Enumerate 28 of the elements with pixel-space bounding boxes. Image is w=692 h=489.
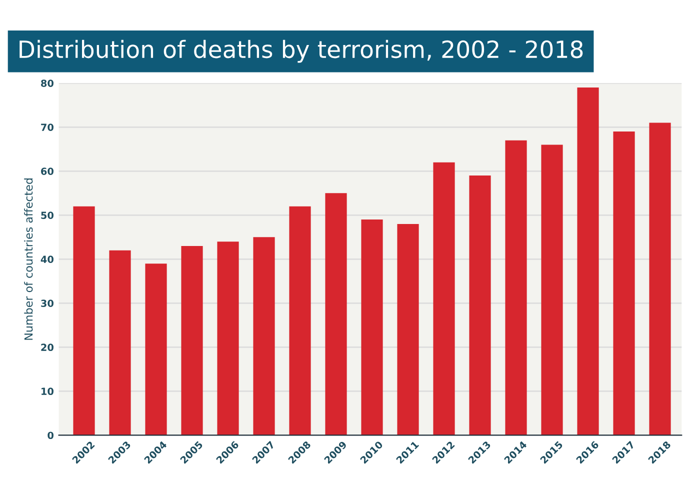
bar xyxy=(505,140,527,436)
y-tick-label: 10 xyxy=(42,388,54,396)
bar xyxy=(397,224,419,436)
bar xyxy=(181,246,203,436)
y-tick-label: 80 xyxy=(41,80,54,87)
bar xyxy=(433,162,455,436)
bar xyxy=(649,122,671,436)
bar xyxy=(541,144,563,436)
bar xyxy=(109,250,131,436)
bar xyxy=(613,132,635,436)
y-tick-label: 60 xyxy=(41,168,54,175)
bar xyxy=(577,88,599,436)
y-tick-label: 40 xyxy=(40,256,54,263)
y-axis-title: Number of countries affected xyxy=(24,178,33,340)
y-tick-label: 30 xyxy=(41,300,54,308)
bar xyxy=(253,237,275,436)
y-tick-label: 70 xyxy=(41,124,54,131)
y-tick-label: 0 xyxy=(48,432,54,440)
bar xyxy=(289,206,311,436)
bar xyxy=(469,176,491,436)
y-tick-label: 20 xyxy=(41,344,54,352)
bar xyxy=(217,242,239,436)
y-tick-label: 50 xyxy=(41,212,54,219)
bar xyxy=(145,264,167,436)
chart-title: Distribution of deaths by terrorism, 2002 - 2018 xyxy=(20,40,583,63)
bar xyxy=(325,193,347,436)
bar xyxy=(73,206,95,436)
bar xyxy=(361,220,383,436)
